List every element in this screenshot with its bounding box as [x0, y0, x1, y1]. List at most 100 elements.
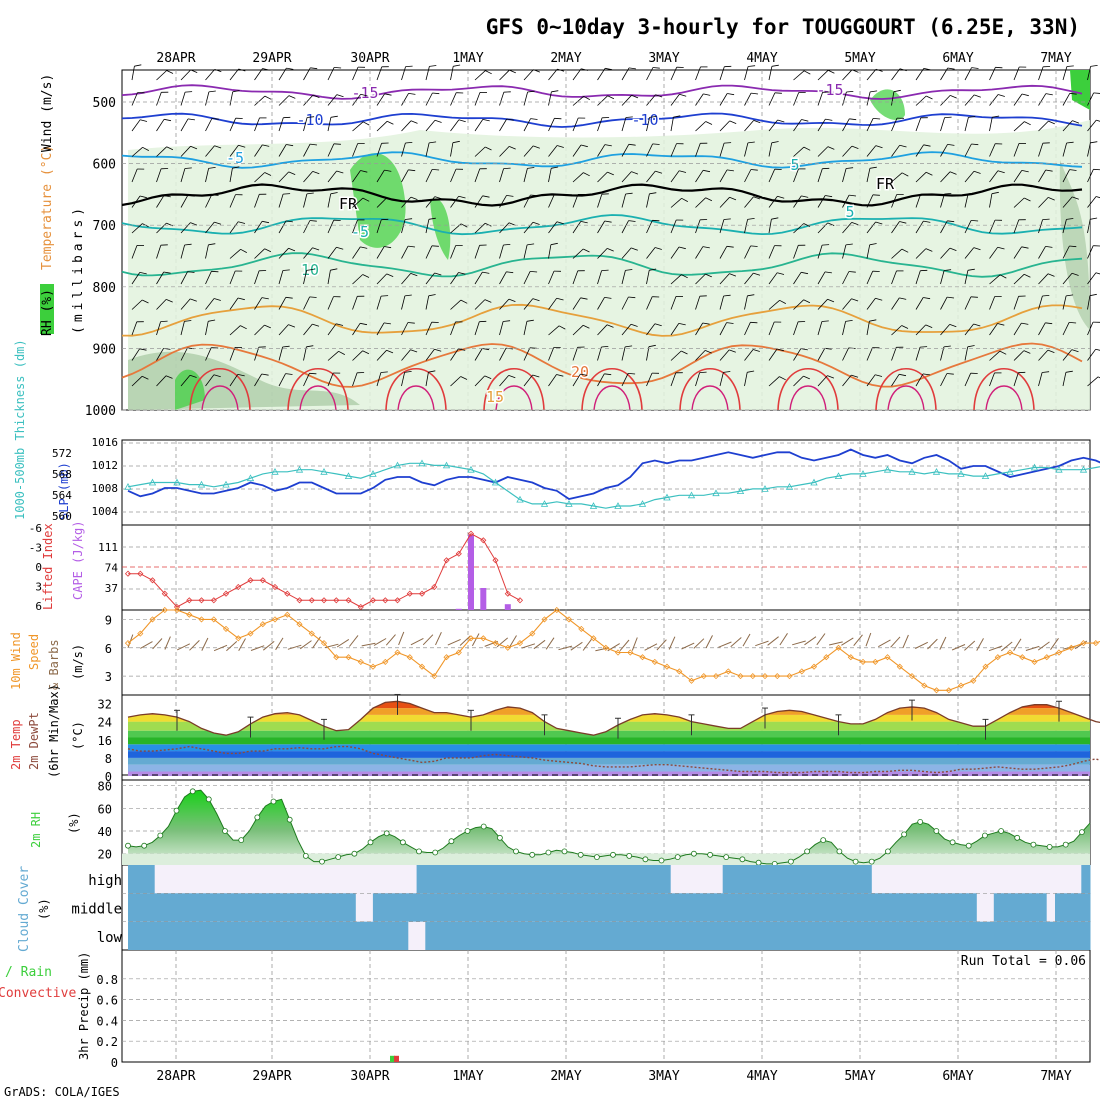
wind-barb-flag — [825, 195, 833, 198]
label-wind-units: (m/s) — [71, 644, 85, 680]
wind-barb — [254, 373, 263, 387]
cloud-cell — [276, 893, 286, 922]
wind-barb-flag — [554, 117, 562, 120]
wind-barb — [670, 94, 680, 106]
wind-barb-flag — [410, 349, 418, 353]
wind-barb-flag — [506, 118, 514, 121]
wind-barb-flag — [408, 245, 416, 248]
wind-barb-flag — [309, 372, 317, 375]
wind-barb — [964, 117, 969, 132]
wind-barb — [327, 296, 334, 310]
wind-barb-flag — [997, 94, 1005, 97]
cloud-cell — [591, 921, 601, 950]
wind-barb — [278, 270, 284, 285]
temp-band — [128, 730, 1090, 738]
wind-barb-flag — [240, 248, 247, 253]
wind-barb — [1013, 296, 1019, 310]
wind-barb-flag — [330, 192, 338, 195]
wind-barb — [229, 270, 236, 285]
wind-barb — [450, 66, 454, 81]
cloud-cell — [1072, 893, 1082, 922]
wind-barb — [964, 346, 969, 361]
cloud-cell — [801, 865, 811, 894]
wind-barb — [156, 271, 165, 285]
wind-barb — [1062, 196, 1073, 208]
cloud-cell — [661, 865, 671, 894]
wind-barb-flag — [1024, 197, 1031, 202]
wind-barb — [597, 270, 602, 285]
wind-barb — [670, 323, 680, 336]
wind-barb-flag — [264, 324, 271, 329]
wind-barb — [156, 222, 167, 234]
wind-tick: 3 — [105, 670, 112, 684]
rh-point — [432, 849, 439, 856]
wind-barb — [425, 295, 430, 310]
wind-barb-flag — [286, 67, 294, 70]
wind-barb — [572, 172, 584, 183]
date-label-bottom: 3MAY — [648, 1069, 679, 1084]
wind-barb — [450, 195, 460, 208]
wind-barb-flag — [606, 324, 614, 328]
cloud-cell — [845, 865, 855, 894]
wind-barb-flag — [1093, 168, 1100, 171]
lifted-index-line — [128, 533, 521, 608]
wind-barb-flag — [166, 70, 174, 74]
wind-barb — [817, 195, 826, 208]
cloud-cell — [731, 865, 741, 894]
wind-barb — [744, 142, 749, 157]
lifted-index-point — [369, 597, 377, 604]
wind-barb — [548, 270, 555, 285]
wind-barb — [278, 346, 283, 361]
label-cloud-units: (%) — [37, 898, 51, 920]
cloud-cell — [530, 865, 540, 894]
cloud-cell — [626, 865, 636, 894]
rh-point — [254, 814, 261, 821]
wind-barb — [695, 219, 701, 234]
cloud-cell — [425, 865, 435, 894]
wind-barb — [254, 297, 263, 310]
wind-barb — [597, 248, 608, 259]
wind-barb — [1038, 295, 1043, 310]
wind-barb-flag — [286, 144, 294, 147]
wind-barb — [278, 67, 287, 81]
wind-barb — [964, 296, 972, 310]
wind-barb — [681, 642, 695, 650]
wind-barb — [597, 194, 603, 208]
cloud-cell — [460, 893, 470, 922]
cloud-cell — [993, 893, 1003, 922]
cloud-cell — [713, 921, 724, 950]
cloud-cell — [320, 893, 330, 922]
wind-barb — [1038, 93, 1047, 106]
wind-barb-flag — [306, 345, 314, 348]
wind-barb — [572, 95, 584, 106]
cloud-cell — [442, 893, 452, 922]
cloud-cell — [783, 865, 794, 894]
wind-barb-flag — [237, 297, 245, 301]
wind-barb — [523, 374, 533, 387]
wind-barb-flag — [654, 323, 662, 327]
wind-barb — [621, 247, 632, 259]
wind-barb-flag — [551, 90, 559, 93]
panel-frame — [121, 949, 1091, 1063]
precip-tick: 0 — [111, 1056, 118, 1070]
cloud-cell — [145, 921, 155, 950]
temperature-contour — [495, 385, 533, 411]
cloud-cell — [556, 865, 566, 894]
wind-barb-flag — [872, 194, 880, 196]
wind-barb-flag — [747, 141, 755, 144]
wind-barb-flag — [583, 248, 590, 253]
cloud-cell — [250, 893, 260, 922]
wind-barb — [1087, 119, 1097, 132]
wind-barb — [989, 219, 996, 234]
cloud-cell — [556, 893, 566, 922]
cloud-cell — [644, 893, 654, 922]
cloud-level-label: high — [88, 873, 122, 889]
wind-barb-flag — [1093, 92, 1100, 94]
wind-barb — [915, 194, 921, 208]
wind-barb-flag — [434, 272, 442, 276]
wind10m-panel: 10m Wind Speed & Barbs (m/s) 963 — [9, 606, 1100, 694]
wind-barb — [695, 372, 700, 387]
wind-barb — [804, 636, 817, 646]
